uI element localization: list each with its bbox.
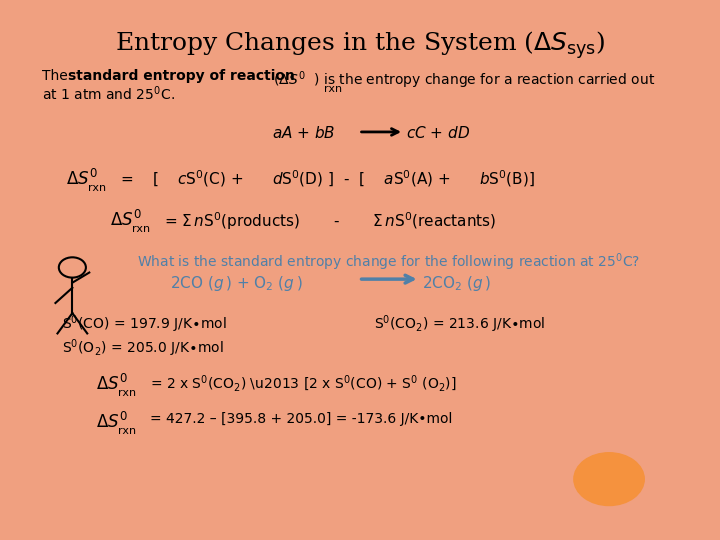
Text: 2CO$_2$ ($g\/$): 2CO$_2$ ($g\/$) <box>422 274 492 293</box>
Text: = 427.2 – [395.8 + 205.0] = -173.6 J/K•mol: = 427.2 – [395.8 + 205.0] = -173.6 J/K•m… <box>150 412 453 426</box>
Text: The: The <box>42 70 72 84</box>
Text: standard entropy of reaction: standard entropy of reaction <box>68 70 294 84</box>
Text: rxn: rxn <box>132 224 150 234</box>
Text: rxn: rxn <box>118 388 137 399</box>
Text: =    [    $c$S$^0$(C) +      $d$S$^0$(D) ]  -  [    $a$S$^0$(A) +      $b$S$^0$(: = [ $c$S$^0$(C) + $d$S$^0$(D) ] - [ $a$S… <box>120 168 535 189</box>
Text: rxn: rxn <box>118 427 137 436</box>
Text: at 1 atm and 25$^0$C.: at 1 atm and 25$^0$C. <box>42 84 175 103</box>
Text: S$^0$(O$_2$) = 205.0 J/K$\bullet$mol: S$^0$(O$_2$) = 205.0 J/K$\bullet$mol <box>62 337 224 359</box>
Text: = $\Sigma\,n$S$^0$(products)       -       $\Sigma\,n$S$^0$(reactants): = $\Sigma\,n$S$^0$(products) - $\Sigma\,… <box>163 210 496 232</box>
Circle shape <box>574 453 644 505</box>
Text: ($\Delta S^0$  ) is the entropy change for a reaction carried out: ($\Delta S^0$ ) is the entropy change fo… <box>269 70 654 91</box>
Text: $\Delta S^0$: $\Delta S^0$ <box>96 374 128 394</box>
Text: rxn: rxn <box>324 84 342 94</box>
Text: S$^0$(CO) = 197.9 J/K$\bullet$mol: S$^0$(CO) = 197.9 J/K$\bullet$mol <box>62 313 227 335</box>
Text: Entropy Changes in the System ($\Delta S_{\mathrm{sys}}$): Entropy Changes in the System ($\Delta S… <box>114 29 606 60</box>
Text: $c$C + $d$D: $c$C + $d$D <box>406 125 470 141</box>
Text: = 2 x S$^0$(CO$_2$) \u2013 [2 x S$^0$(CO) + S$^0$ (O$_2$)]: = 2 x S$^0$(CO$_2$) \u2013 [2 x S$^0$(CO… <box>150 374 456 394</box>
Text: $a$A + $b$B: $a$A + $b$B <box>272 125 336 141</box>
Text: S$^0$(CO$_2$) = 213.6 J/K$\bullet$mol: S$^0$(CO$_2$) = 213.6 J/K$\bullet$mol <box>374 313 545 335</box>
Text: $\Delta S^0$: $\Delta S^0$ <box>66 168 97 188</box>
Text: 2CO ($g\/$) + O$_2$ ($g\/$): 2CO ($g\/$) + O$_2$ ($g\/$) <box>171 274 303 293</box>
Text: $\Delta S^0$: $\Delta S^0$ <box>96 412 128 432</box>
Text: rxn: rxn <box>88 183 106 193</box>
Text: What is the standard entropy change for the following reaction at 25$^0$C?: What is the standard entropy change for … <box>137 251 640 273</box>
Text: $\Delta S^0$: $\Delta S^0$ <box>109 210 141 230</box>
